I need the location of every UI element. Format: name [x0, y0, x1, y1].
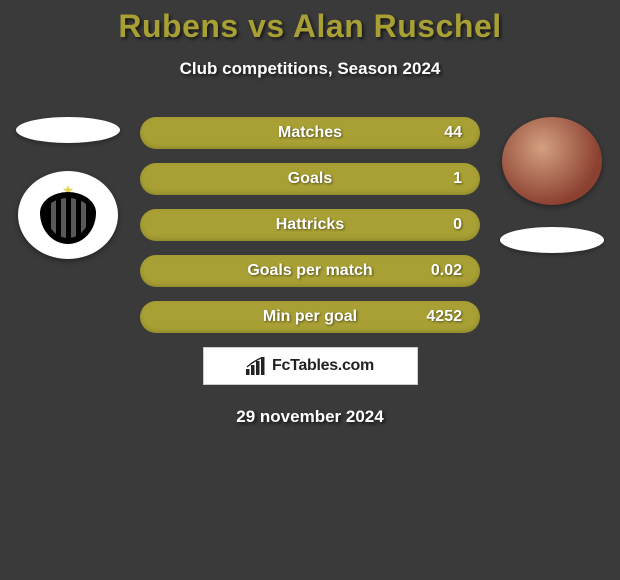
bar-chart-icon	[246, 357, 266, 375]
stat-row-min-per-goal: Min per goal 4252	[140, 301, 480, 333]
snapshot-date: 29 november 2024	[0, 407, 620, 427]
comparison-card: Rubens vs Alan Ruschel Club competitions…	[0, 0, 620, 427]
stat-row-matches: Matches 44	[140, 117, 480, 149]
branding-box: FcTables.com	[203, 347, 418, 385]
player-name-ellipse-left	[16, 117, 120, 143]
stat-value: 0.02	[431, 262, 462, 280]
stat-label: Min per goal	[263, 308, 357, 326]
stat-label: Goals per match	[247, 262, 372, 280]
stat-label: Goals	[288, 170, 332, 188]
season-subtitle: Club competitions, Season 2024	[0, 59, 620, 79]
page-title: Rubens vs Alan Ruschel	[0, 8, 620, 45]
player-photo-right	[502, 117, 602, 205]
right-player-column	[492, 117, 612, 253]
atletico-mineiro-crest: ★	[40, 186, 96, 244]
stat-row-goals: Goals 1	[140, 163, 480, 195]
player-name-ellipse-right	[500, 227, 604, 253]
stat-value: 4252	[426, 308, 462, 326]
stats-area: ★ Matches 44 Goals 1 Hattricks 0	[0, 117, 620, 333]
stat-value: 0	[453, 216, 462, 234]
left-player-column: ★	[8, 117, 128, 259]
branding-text: FcTables.com	[272, 357, 374, 375]
stat-value: 44	[444, 124, 462, 142]
stat-value: 1	[453, 170, 462, 188]
stat-label: Hattricks	[276, 216, 344, 234]
crest-shield-icon	[40, 192, 96, 244]
club-badge-left: ★	[18, 171, 118, 259]
stat-label: Matches	[278, 124, 342, 142]
stat-row-goals-per-match: Goals per match 0.02	[140, 255, 480, 287]
stat-bar-list: Matches 44 Goals 1 Hattricks 0 Goals per…	[140, 117, 480, 333]
stat-row-hattricks: Hattricks 0	[140, 209, 480, 241]
